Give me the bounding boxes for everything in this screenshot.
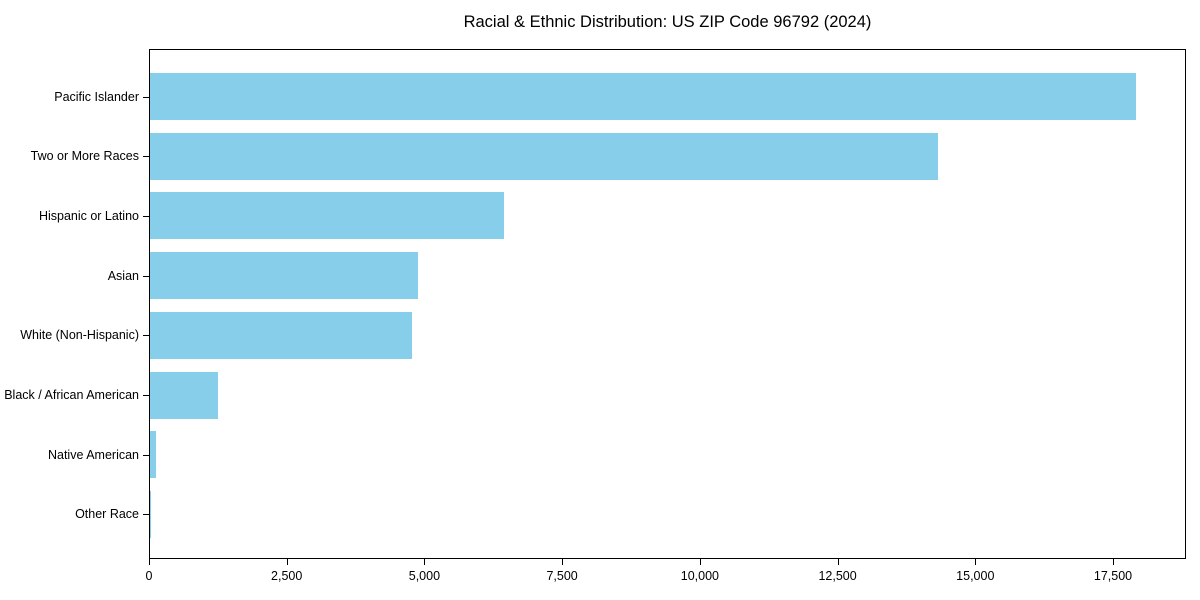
x-tick-label-0: 0 bbox=[145, 569, 153, 583]
x-tick-label-17-500: 17,500 bbox=[1093, 569, 1133, 583]
x-tick-17-500 bbox=[1113, 559, 1114, 565]
bar-black-african-american bbox=[150, 371, 218, 419]
x-tick-label-12-500: 12,500 bbox=[818, 569, 857, 583]
y-tick-white-non-hispanic bbox=[143, 335, 149, 337]
y-tick-label-white-non-hispanic: White (Non-Hispanic) bbox=[20, 328, 139, 343]
bar-other-race bbox=[150, 490, 151, 538]
y-tick-label-hispanic-or-latino: Hispanic or Latino bbox=[38, 208, 139, 223]
x-tick-0 bbox=[149, 559, 150, 565]
y-tick-other-race bbox=[143, 514, 149, 516]
y-tick-black-african-american bbox=[143, 395, 149, 397]
y-tick-label-asian: Asian bbox=[107, 268, 139, 283]
x-tick-2-500 bbox=[286, 559, 288, 565]
bar-pacific-islander bbox=[150, 73, 1137, 120]
y-tick-label-other-race: Other Race bbox=[75, 507, 139, 522]
plot-area bbox=[149, 49, 1186, 559]
y-tick-label-black-african-american: Black / African American bbox=[4, 388, 139, 403]
y-tick-label-pacific-islander: Pacific Islander bbox=[54, 89, 139, 104]
y-tick-label-native-american: Native American bbox=[47, 447, 139, 462]
x-tick-15-000 bbox=[975, 559, 977, 565]
bar-two-or-more-races bbox=[150, 132, 938, 180]
y-tick-pacific-islander bbox=[143, 96, 149, 98]
y-tick-native-american bbox=[143, 454, 149, 456]
x-tick-label-15-000: 15,000 bbox=[956, 569, 995, 583]
x-tick-10-000 bbox=[699, 559, 701, 565]
y-tick-asian bbox=[143, 275, 149, 277]
chart-title: Racial & Ethnic Distribution: US ZIP Cod… bbox=[463, 13, 872, 31]
x-tick-12-500 bbox=[837, 559, 839, 565]
y-tick-two-or-more-races bbox=[143, 156, 149, 158]
bar-native-american bbox=[150, 431, 157, 479]
x-tick-label-5-000: 5,000 bbox=[408, 569, 441, 583]
x-tick-label-2-500: 2,500 bbox=[271, 569, 303, 583]
x-tick-5-000 bbox=[424, 559, 426, 565]
y-tick-label-two-or-more-races: Two or More Races bbox=[30, 149, 139, 164]
bar-hispanic-or-latino bbox=[150, 192, 505, 240]
x-tick-label-7-500: 7,500 bbox=[546, 569, 578, 583]
bar-asian bbox=[150, 252, 419, 300]
y-tick-hispanic-or-latino bbox=[143, 215, 149, 217]
bar-white-non-hispanic bbox=[150, 311, 412, 359]
x-tick-7-500 bbox=[562, 559, 564, 565]
x-tick-label-10-000: 10,000 bbox=[680, 569, 719, 583]
